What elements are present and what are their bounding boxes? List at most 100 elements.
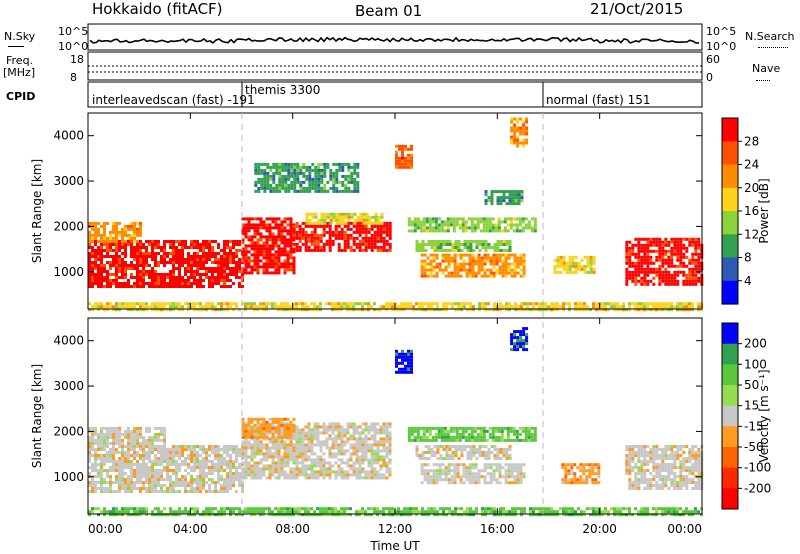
beam-title: Beam 01 [355,2,423,20]
velocity-colorbar-swatch-7 [722,467,738,489]
freq-left-top-label: 18 [70,53,84,66]
freq-left-bottom-label: 8 [70,71,77,84]
velocity-colorbar-frame [721,322,739,510]
velocity-y-axis: 1000 2000 3000 4000 [53,334,702,484]
velocity-colorbar-label-1: 100 [744,357,767,371]
power-colorbar-title: Power [dB] [757,178,771,243]
date-title: 21/Oct/2015 [590,0,684,18]
velocity-colorbar-label-7: -200 [744,481,771,495]
power-colorbar-swatch-1 [722,141,738,166]
power-colorbar-swatch-2 [722,164,738,189]
power-colorbar-label-2: 20 [744,181,759,195]
power-region-5 [254,162,360,193]
power-ytick-label-0: 1000 [53,265,84,279]
freq-label: Freq. [6,54,34,67]
velocity-colorbar-swatch-4 [722,405,738,427]
velocity-colorbar-title: Velocity [m s⁻¹] [757,369,771,462]
velocity-ytick-label-1: 2000 [53,424,84,438]
velocity-colorbar-swatch-6 [722,447,738,469]
power-ytick-label-1: 2000 [53,219,84,233]
power-region-13 [395,144,413,169]
cpid-program-1: interleavedscan (fast) -191 [92,93,255,107]
power-colorbar-swatch-0 [722,118,738,142]
power-heatmap [88,117,704,312]
power-region-14 [88,302,703,312]
xtick-label-4: 16:00 [480,522,515,536]
nave-line-legend [756,80,770,81]
power-colorbar-label-4: 12 [744,227,759,241]
power-region-9 [484,190,524,206]
freq-right-bottom-label: 0 [706,71,713,84]
velocity-region-4 [395,349,413,374]
noise-search-label: N.Search [745,30,795,43]
power-colorbar-label-3: 16 [744,204,759,218]
velocity-colorbar-swatch-1 [722,343,738,365]
freq-unit-label: [MHz] [3,66,36,79]
xtick-label-1: 04:00 [173,522,208,536]
velocity-colorbar-label-4: -15 [744,419,764,433]
noise-sky-line-legend [8,46,24,47]
x-axis: 00:00 04:00 08:00 12:00 16:00 20:00 00:00 [87,113,703,536]
velocity-colorbar-label-0: 200 [744,337,767,351]
velocity-region-0 [88,445,244,493]
noise-right-top-label: 10^5 [706,25,737,38]
power-colorbar-label-0: 28 [744,134,759,148]
power-colorbar-swatch-5 [722,234,738,259]
velocity-colorbar-swatch-8 [722,488,738,510]
noise-trace-line [89,36,699,44]
velocity-y-axis-title: Slant Range [km] [30,364,44,468]
velocity-colorbar-swatch-2 [722,364,738,386]
power-colorbar-swatch-4 [722,211,738,235]
x-axis-title: Time UT [369,539,420,553]
velocity-colorbar-label-5: -50 [744,440,764,454]
velocity-colorbar-label-2: 50 [744,378,759,392]
noise-sky-label: N.Sky [4,30,36,43]
power-region-8 [415,240,512,252]
velocity-ytick-label-0: 1000 [53,470,84,484]
velocity-region-9 [561,463,601,485]
xtick-label-0: 00:00 [88,522,123,536]
velocity-region-7 [407,426,537,442]
power-region-0 [88,240,244,288]
xtick-label-6: 00:00 [667,522,702,536]
power-colorbar-swatch-3 [722,187,738,212]
power-colorbar-label-6: 4 [744,274,752,288]
noise-right-bottom-label: 10^0 [706,40,737,53]
power-region-11 [553,255,596,274]
cpid-program-3: normal (fast) 151 [546,93,651,107]
velocity-region-2 [241,422,392,480]
cpid-program-2: themis 3300 [245,83,321,97]
velocity-colorbar-label-3: 15 [744,399,759,413]
velocity-region-8 [415,445,512,460]
xtick-label-5: 20:00 [582,522,617,536]
velocity-region-11 [88,507,703,517]
xtick-label-2: 08:00 [275,522,310,536]
power-colorbar: 28 24 20 16 12 8 4 [721,117,759,305]
power-colorbar-label-5: 8 [744,251,752,265]
noise-left-bottom-label: 10^0 [58,40,89,53]
noise-search-line-legend [758,47,788,48]
velocity-colorbar: 200 100 50 15 -15 -50 -100 -200 [721,322,771,510]
noise-left-top-label: 10^5 [58,25,89,38]
power-region-4 [305,212,384,225]
velocity-ytick-label-3: 4000 [53,334,84,348]
velocity-colorbar-swatch-0 [722,323,738,345]
power-region-12 [625,237,704,286]
velocity-colorbar-label-6: -100 [744,461,771,475]
power-colorbar-swatch-7 [722,280,738,305]
power-y-axis-title: Slant Range [km] [30,159,44,263]
nave-label: Nave [752,62,781,75]
power-region-7 [407,217,537,233]
velocity-region-1 [88,426,166,448]
velocity-region-6 [420,463,526,485]
velocity-region-10 [625,445,704,490]
power-y-axis: 1000 2000 3000 4000 [53,129,702,279]
cpid-strip-frame [87,81,703,108]
velocity-region-3 [241,417,296,439]
power-ytick-label-2: 3000 [53,174,84,188]
cpid-label: CPID [6,90,36,103]
velocity-heatmap [88,327,704,517]
power-region-3 [292,221,392,252]
power-region-10 [510,117,529,148]
power-colorbar-label-1: 24 [744,158,759,172]
